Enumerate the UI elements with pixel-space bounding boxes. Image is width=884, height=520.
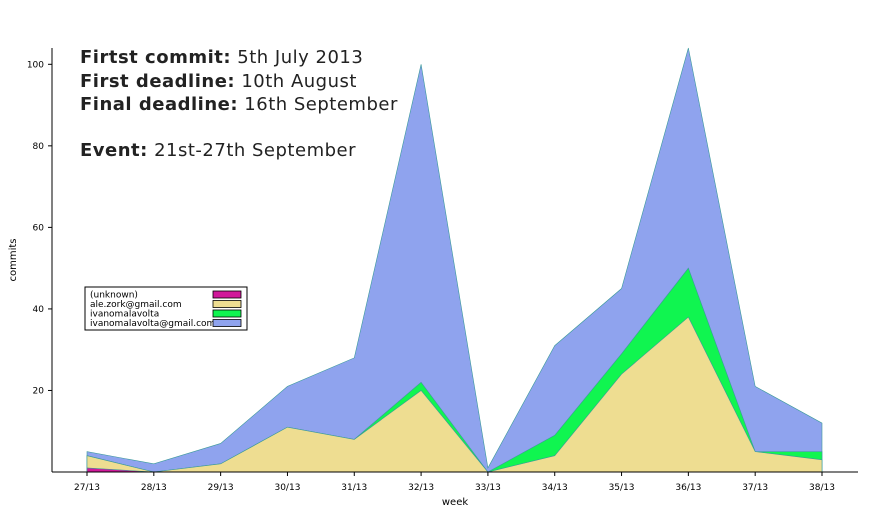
y-tick-label: 40 <box>33 305 45 315</box>
annotation-final-deadline-value: 16th September <box>238 94 398 115</box>
legend-swatch <box>212 319 242 327</box>
annotation-first-commit-value: 5th July 2013 <box>231 47 364 68</box>
annotation-final-deadline: Final deadline: 16th September <box>80 94 398 115</box>
legend-label: ivanomalavolta <box>90 310 159 320</box>
legend-label: ivanomalavolta@gmail.com <box>90 319 215 329</box>
x-tick-label: 29/13 <box>208 483 234 493</box>
annotation-first-commit: Firtst commit: 5th July 2013 <box>80 47 363 68</box>
annotation-first-deadline-value: 10th August <box>235 71 357 92</box>
annotation-first-commit-label: Firtst commit: <box>80 47 232 68</box>
y-tick-label: 60 <box>33 223 45 233</box>
y-tick-label: 80 <box>33 142 45 152</box>
x-tick-label: 36/13 <box>675 483 701 493</box>
x-tick-label: 30/13 <box>274 483 300 493</box>
legend-swatch <box>212 309 242 318</box>
y-tick-label: 20 <box>33 386 45 396</box>
axes <box>51 48 858 473</box>
annotation-first-deadline-label: First deadline: <box>80 71 236 92</box>
x-axis-label: week <box>442 497 468 508</box>
legend: (unknown)ale.zork@gmail.comivanomalavolt… <box>84 286 248 331</box>
x-tick-label: 32/13 <box>408 483 434 493</box>
legend-swatch <box>212 300 242 308</box>
annotation-final-deadline-label: Final deadline: <box>80 94 239 115</box>
annotation-event-value: 21st-27th September <box>147 140 356 161</box>
y-ticks: 20 40 60 80 100 <box>27 60 52 396</box>
x-tick-label: 31/13 <box>341 483 367 493</box>
x-tick-label: 34/13 <box>542 483 568 493</box>
x-tick-label: 28/13 <box>141 483 167 493</box>
y-axis-label: commits <box>8 238 19 281</box>
x-tick-label: 27/13 <box>74 483 100 493</box>
x-tick-label: 35/13 <box>609 483 635 493</box>
legend-swatch <box>212 290 242 299</box>
annotation-event-label: Event: <box>80 140 148 161</box>
x-tick-label: 33/13 <box>475 483 501 493</box>
legend-label: (unknown) <box>90 291 138 301</box>
annotation-event: Event: 21st-27th September <box>80 140 356 161</box>
legend-label: ale.zork@gmail.com <box>90 300 182 310</box>
x-tick-label: 38/13 <box>809 483 835 493</box>
y-tick-label: 100 <box>27 60 44 70</box>
annotation-first-deadline: First deadline: 10th August <box>80 71 357 92</box>
x-tick-label: 37/13 <box>742 483 768 493</box>
x-ticks: 27/13 28/13 29/13 30/13 31/13 32/13 33/13 34/13… <box>74 472 835 493</box>
